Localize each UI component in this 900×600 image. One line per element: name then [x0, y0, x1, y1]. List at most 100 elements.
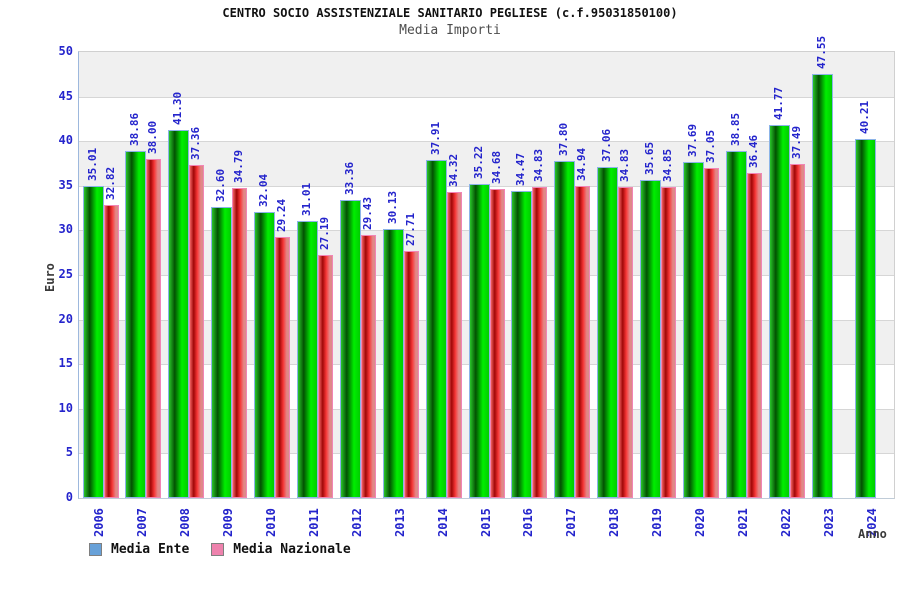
- x-tick-label-2013: 2013: [393, 508, 407, 537]
- bar-media-ente-2019[interactable]: [640, 180, 661, 498]
- bar-value-label: 37.80: [557, 122, 570, 156]
- x-tick-label-2019: 2019: [650, 508, 664, 537]
- bar-media-nazionale-2012[interactable]: [361, 235, 376, 498]
- bar-media-nazionale-2007[interactable]: [146, 159, 161, 498]
- bar-value-label: 30.13: [386, 190, 399, 224]
- bar-media-nazionale-2014[interactable]: [447, 192, 462, 498]
- x-tick-label-2018: 2018: [607, 508, 621, 537]
- bar-media-ente-2006[interactable]: [83, 186, 104, 498]
- y-tick-label: 35: [58, 178, 73, 192]
- bar-value-label: 41.77: [772, 86, 785, 120]
- x-tick-label-2022: 2022: [779, 508, 793, 537]
- bar-media-ente-2011[interactable]: [297, 221, 318, 498]
- legend-swatch-icon: [89, 542, 102, 556]
- y-tick-label: 15: [58, 356, 73, 370]
- y-tick-label: 50: [58, 44, 73, 58]
- bar-media-ente-2024[interactable]: [855, 139, 876, 498]
- bar-media-nazionale-2019[interactable]: [661, 187, 676, 498]
- gridline: [79, 141, 894, 142]
- bar-media-nazionale-2013[interactable]: [404, 251, 419, 498]
- legend-swatch-icon: [211, 542, 225, 556]
- bar-value-label: 34.94: [575, 147, 588, 181]
- bar-value-label: 29.24: [275, 198, 288, 232]
- bar-value-label: 35.65: [643, 141, 656, 175]
- bar-media-ente-2016[interactable]: [511, 191, 532, 498]
- bar-media-ente-2013[interactable]: [383, 229, 404, 498]
- bar-media-ente-2021[interactable]: [726, 151, 747, 498]
- bar-media-nazionale-2018[interactable]: [618, 187, 633, 498]
- bar-value-label: 37.36: [189, 126, 202, 160]
- bar-media-nazionale-2006[interactable]: [104, 205, 119, 498]
- bar-value-label: 38.86: [128, 112, 141, 146]
- bar-media-ente-2015[interactable]: [469, 184, 490, 498]
- bar-media-ente-2014[interactable]: [426, 160, 447, 498]
- bar-media-ente-2018[interactable]: [597, 167, 618, 498]
- bar-value-label: 37.91: [429, 121, 442, 155]
- bar-value-label: 27.71: [404, 212, 417, 246]
- bar-value-label: 34.79: [232, 149, 245, 183]
- y-tick-label: 25: [58, 267, 73, 281]
- bar-media-ente-2023[interactable]: [812, 74, 833, 498]
- bar-media-nazionale-2022[interactable]: [790, 164, 805, 498]
- y-tick-label: 40: [58, 133, 73, 147]
- bar-value-label: 38.85: [729, 112, 742, 146]
- bar-value-label: 34.68: [490, 150, 503, 184]
- bar-media-nazionale-2020[interactable]: [704, 168, 719, 498]
- y-tick-label: 45: [58, 89, 73, 103]
- y-tick-label: 10: [58, 401, 73, 415]
- x-tick-label-2009: 2009: [221, 508, 235, 537]
- bar-media-ente-2017[interactable]: [554, 161, 575, 498]
- x-tick-label-2008: 2008: [178, 508, 192, 537]
- bar-value-label: 40.21: [858, 100, 871, 134]
- x-tick-label-2014: 2014: [436, 508, 450, 537]
- chart-title: CENTRO SOCIO ASSISTENZIALE SANITARIO PEG…: [222, 6, 678, 20]
- x-tick-label-2010: 2010: [264, 508, 278, 537]
- x-axis-title: Anno: [858, 527, 887, 541]
- plot-area: [78, 51, 895, 499]
- bar-media-ente-2022[interactable]: [769, 125, 790, 498]
- bar-value-label: 37.49: [790, 125, 803, 159]
- bar-media-nazionale-2010[interactable]: [275, 237, 290, 498]
- legend-item-media-ente[interactable]: Media Ente: [89, 542, 189, 557]
- bar-media-nazionale-2011[interactable]: [318, 255, 333, 498]
- bar-value-label: 32.82: [104, 166, 117, 200]
- bar-value-label: 37.06: [600, 128, 613, 162]
- bar-media-ente-2020[interactable]: [683, 162, 704, 498]
- bar-value-label: 37.05: [704, 129, 717, 163]
- y-tick-label: 0: [65, 490, 73, 504]
- bar-value-label: 33.36: [343, 161, 356, 195]
- plot-band: [79, 52, 894, 97]
- legend: Media Ente Media Nazionale: [89, 541, 373, 557]
- bar-value-label: 34.83: [532, 148, 545, 182]
- bar-media-nazionale-2015[interactable]: [490, 189, 505, 498]
- bar-media-ente-2008[interactable]: [168, 130, 189, 498]
- bar-value-label: 38.00: [146, 120, 159, 154]
- bar-media-nazionale-2016[interactable]: [532, 187, 547, 498]
- bar-media-nazionale-2009[interactable]: [232, 188, 247, 498]
- bar-media-ente-2007[interactable]: [125, 151, 146, 498]
- x-tick-label-2007: 2007: [135, 508, 149, 537]
- x-tick-label-2006: 2006: [92, 508, 106, 537]
- bar-value-label: 35.22: [472, 145, 485, 179]
- bar-media-nazionale-2017[interactable]: [575, 186, 590, 498]
- bar-value-label: 32.04: [257, 173, 270, 207]
- bar-media-ente-2009[interactable]: [211, 207, 232, 498]
- x-tick-label-2023: 2023: [822, 508, 836, 537]
- bar-value-label: 34.83: [618, 148, 631, 182]
- bar-media-ente-2012[interactable]: [340, 200, 361, 498]
- bar-value-label: 34.32: [447, 153, 460, 187]
- bar-media-nazionale-2008[interactable]: [189, 165, 204, 498]
- legend-item-media-nazionale[interactable]: Media Nazionale: [211, 541, 351, 557]
- plot-band: [79, 96, 894, 142]
- bar-value-label: 31.01: [300, 182, 313, 216]
- bar-media-ente-2010[interactable]: [254, 212, 275, 498]
- chart-subtitle: Media Importi: [399, 23, 501, 38]
- legend-label: Media Nazionale: [233, 541, 351, 557]
- bar-value-label: 29.43: [361, 196, 374, 230]
- bar-value-label: 37.69: [686, 123, 699, 157]
- bar-value-label: 41.30: [171, 91, 184, 125]
- x-tick-label-2021: 2021: [736, 508, 750, 537]
- x-tick-label-2017: 2017: [564, 508, 578, 537]
- bar-value-label: 47.55: [815, 35, 828, 69]
- bar-media-nazionale-2021[interactable]: [747, 173, 762, 498]
